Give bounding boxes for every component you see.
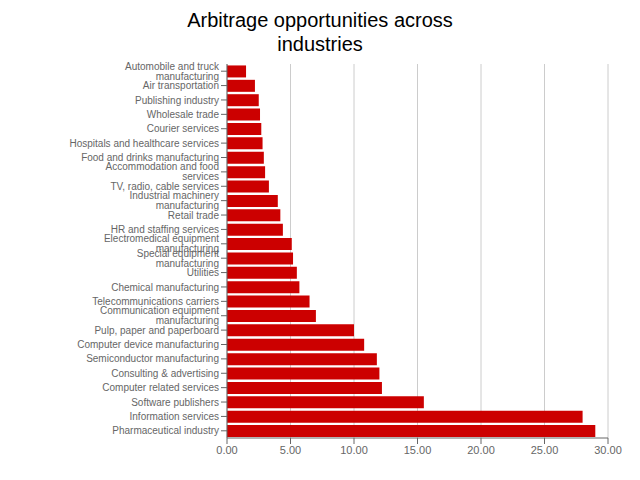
html-text:Electromedical equipment: Electromedical equipment xyxy=(103,233,219,245)
svg-text:Hospitals and healthcare servi: Hospitals and healthcare services xyxy=(69,138,219,149)
svg-text:Wholesale trade: Wholesale trade xyxy=(147,109,220,120)
svg-text:Communication equipmentmanufac: Communication equipmentmanufacturing xyxy=(100,305,219,326)
svg-text:Accommodation and foodservices: Accommodation and foodservices xyxy=(106,161,219,182)
svg-text:Consulting & advertising: Consulting & advertising xyxy=(111,368,219,379)
svg-text:Pharmaceutical industry: Pharmaceutical industry xyxy=(112,425,219,436)
html-text:industries: industries xyxy=(277,33,363,55)
svg-text:Special equipmentmanufacturing: Special equipmentmanufacturing xyxy=(137,248,219,269)
svg-text:10.00: 10.00 xyxy=(340,444,368,456)
svg-text:Retail trade: Retail trade xyxy=(168,210,220,221)
svg-text:Air transportation: Air transportation xyxy=(143,80,219,91)
svg-text:5.00: 5.00 xyxy=(280,444,301,456)
svg-text:Industrial machinerymanufactur: Industrial machinerymanufacturing xyxy=(130,190,219,211)
svg-text:Semiconductor manufacturing: Semiconductor manufacturing xyxy=(86,353,219,364)
svg-text:TV, radio, cable services: TV, radio, cable services xyxy=(110,180,219,192)
svg-text:Automobile and truckmanufactur: Automobile and truckmanufacturing xyxy=(125,61,220,82)
svg-text:Software publishers: Software publishers xyxy=(131,397,219,408)
svg-text:Pulp, paper and paperboard: Pulp, paper and paperboard xyxy=(94,325,219,336)
svg-text:Publishing industry: Publishing industry xyxy=(135,95,219,106)
svg-text:Computer device manufacturing: Computer device manufacturing xyxy=(77,339,219,350)
svg-text:25.00: 25.00 xyxy=(531,444,559,456)
svg-text:Computer related services: Computer related services xyxy=(102,382,219,393)
svg-text:Information services: Information services xyxy=(130,411,219,422)
svg-text:20.00: 20.00 xyxy=(467,444,495,456)
html-text:Arbitrage opportunities across: Arbitrage opportunities across xyxy=(187,9,453,31)
svg-text:30.00: 30.00 xyxy=(594,444,622,456)
svg-text:Telecommunications carriers: Telecommunications carriers xyxy=(92,295,219,307)
svg-text:15.00: 15.00 xyxy=(404,444,432,456)
svg-text:HR and staffing services: HR and staffing services xyxy=(110,224,219,235)
svg-text:Food and drinks manufacturing: Food and drinks manufacturing xyxy=(81,152,219,164)
svg-text:Utilities: Utilities xyxy=(187,267,219,278)
svg-text:0.00: 0.00 xyxy=(216,444,237,456)
svg-text:Courier services: Courier services xyxy=(147,123,219,134)
svg-text:Chemical manufacturing: Chemical manufacturing xyxy=(111,282,219,293)
